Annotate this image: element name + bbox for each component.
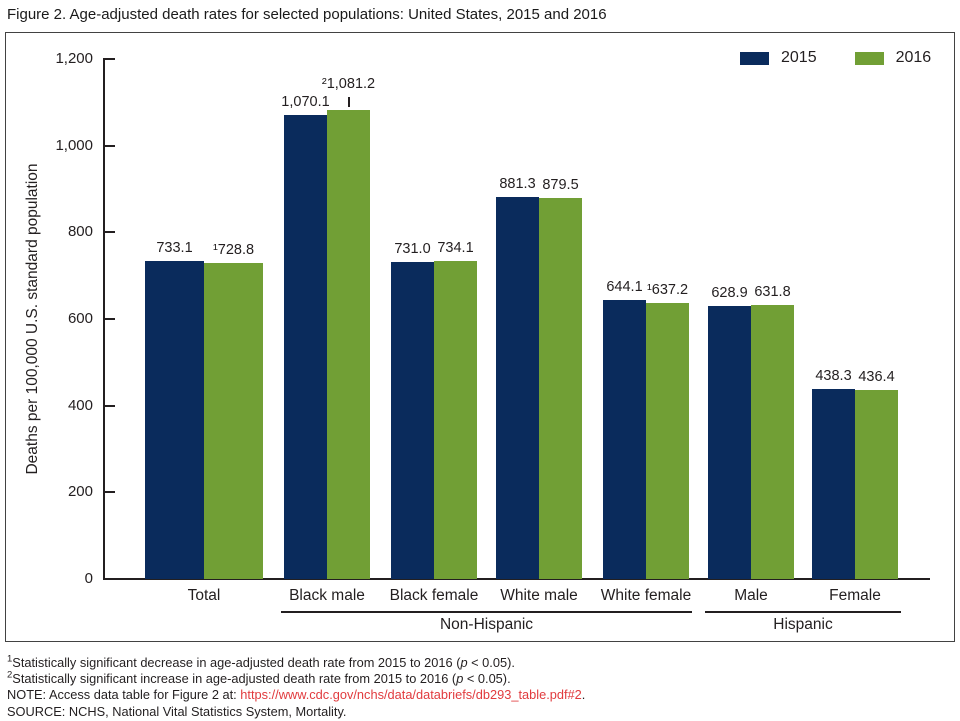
legend-swatch-2016 bbox=[854, 51, 884, 65]
bar-2016-black-male bbox=[327, 110, 370, 579]
legend-label-2016: 2016 bbox=[895, 49, 932, 66]
y-axis-tick bbox=[103, 318, 115, 320]
bar-2016-male bbox=[751, 305, 794, 579]
footnotes: 1Statistically significant decrease in a… bbox=[7, 653, 585, 720]
chart-area: 2015 2016 Deaths per 100,000 U.S. standa… bbox=[5, 32, 955, 642]
y-axis-tick-label: 400 bbox=[67, 396, 93, 414]
bar-2015-male bbox=[708, 306, 751, 579]
figure-title: Figure 2. Age-adjusted death rates for s… bbox=[7, 6, 607, 23]
bar-value-label: 631.8 bbox=[754, 284, 791, 301]
bar-value-label: 644.1 bbox=[606, 278, 643, 295]
legend-label-2015: 2015 bbox=[781, 49, 817, 66]
bar-2016-white-female bbox=[646, 302, 689, 579]
category-label-black-male: Black male bbox=[289, 587, 365, 604]
label-leader-line bbox=[347, 97, 350, 108]
data-table-link[interactable]: https://www.cdc.gov/nchs/data/databriefs… bbox=[240, 687, 582, 703]
category-label-white-female: White female bbox=[600, 587, 692, 604]
bar-value-label: 628.9 bbox=[711, 285, 748, 302]
footnote-1-text: Statistically significant decrease in ag… bbox=[12, 655, 461, 670]
y-axis-tick bbox=[103, 144, 115, 147]
note-prefix: NOTE: Access data table for Figure 2 at: bbox=[7, 687, 241, 703]
legend-item-2016: 2016 bbox=[854, 49, 932, 67]
bar-value-label: 879.5 bbox=[542, 176, 579, 193]
footnote-1-pvar: p bbox=[460, 655, 468, 670]
bar-value-label: 733.1 bbox=[156, 240, 193, 257]
y-axis-tick-label: 0 bbox=[84, 570, 93, 587]
legend-swatch-2015 bbox=[740, 51, 769, 65]
bar-2016-white-male bbox=[539, 197, 582, 579]
category-label-female: Female bbox=[829, 587, 881, 604]
note-line: NOTE: Access data table for Figure 2 at:… bbox=[7, 687, 585, 703]
bar-value-label: 731.0 bbox=[394, 241, 431, 258]
bar-2016-total bbox=[204, 263, 263, 579]
group-underline-hispanic bbox=[705, 611, 901, 613]
footnote-2-tail: < 0.05). bbox=[463, 671, 511, 687]
y-axis-tick-label: 1,200 bbox=[55, 50, 93, 67]
y-axis-tick-label: 200 bbox=[67, 483, 93, 501]
bar-2016-black-female bbox=[434, 260, 477, 579]
source-line: SOURCE: NCHS, National Vital Statistics … bbox=[7, 703, 347, 719]
legend: 2015 2016 bbox=[740, 49, 931, 67]
bar-value-label: 436.4 bbox=[858, 368, 895, 385]
bar-value-label: 438.3 bbox=[815, 368, 852, 385]
bar-value-label: ¹637.2 bbox=[646, 281, 689, 298]
bar-2015-black-female bbox=[391, 262, 434, 579]
footnote-1: 1Statistically significant decrease in a… bbox=[7, 653, 585, 671]
footnote-2-text: Statistically significant increase in ag… bbox=[12, 671, 457, 687]
bar-2015-female bbox=[812, 389, 855, 579]
bar-2015-black-male bbox=[284, 115, 327, 579]
footnote-2: 2Statistically significant increase in a… bbox=[7, 671, 585, 687]
bar-value-label: ¹728.8 bbox=[212, 242, 255, 259]
x-axis-line bbox=[103, 578, 930, 580]
group-underline-non-hispanic bbox=[281, 611, 692, 613]
category-label-white-male: White male bbox=[500, 587, 578, 604]
y-axis-tick-label: 1,000 bbox=[55, 136, 93, 154]
footnote-1-tail: < 0.05). bbox=[467, 655, 515, 670]
footnote-1-marker: 1 bbox=[7, 653, 13, 665]
category-label-male: Male bbox=[734, 587, 768, 604]
bar-2015-white-female bbox=[603, 299, 646, 579]
bar-2015-total bbox=[145, 261, 204, 579]
y-axis-tick bbox=[103, 491, 115, 494]
y-axis-tick bbox=[103, 231, 115, 234]
y-axis-tick bbox=[103, 58, 115, 60]
footnote-2-marker: 2 bbox=[7, 669, 13, 681]
bar-value-label: ²1,081.2 bbox=[321, 76, 376, 93]
category-label-total: Total bbox=[187, 587, 221, 604]
group-label-non-hispanic: Non-Hispanic bbox=[439, 616, 534, 633]
bar-2016-female bbox=[855, 389, 898, 579]
y-axis-tick bbox=[103, 404, 115, 407]
category-label-black-female: Black female bbox=[389, 587, 479, 604]
y-axis-tick-label: 800 bbox=[67, 223, 93, 241]
bar-value-label: 881.3 bbox=[499, 176, 536, 193]
note-suffix: . bbox=[581, 687, 586, 703]
legend-item-2015: 2015 bbox=[740, 49, 817, 67]
y-axis-tick-label: 600 bbox=[67, 310, 93, 327]
group-label-hispanic: Hispanic bbox=[773, 616, 833, 633]
footnote-2-pvar: p bbox=[456, 671, 464, 687]
bar-2015-white-male bbox=[496, 197, 539, 579]
bar-value-label: 734.1 bbox=[437, 239, 474, 256]
bar-value-label: 1,070.1 bbox=[281, 94, 330, 111]
